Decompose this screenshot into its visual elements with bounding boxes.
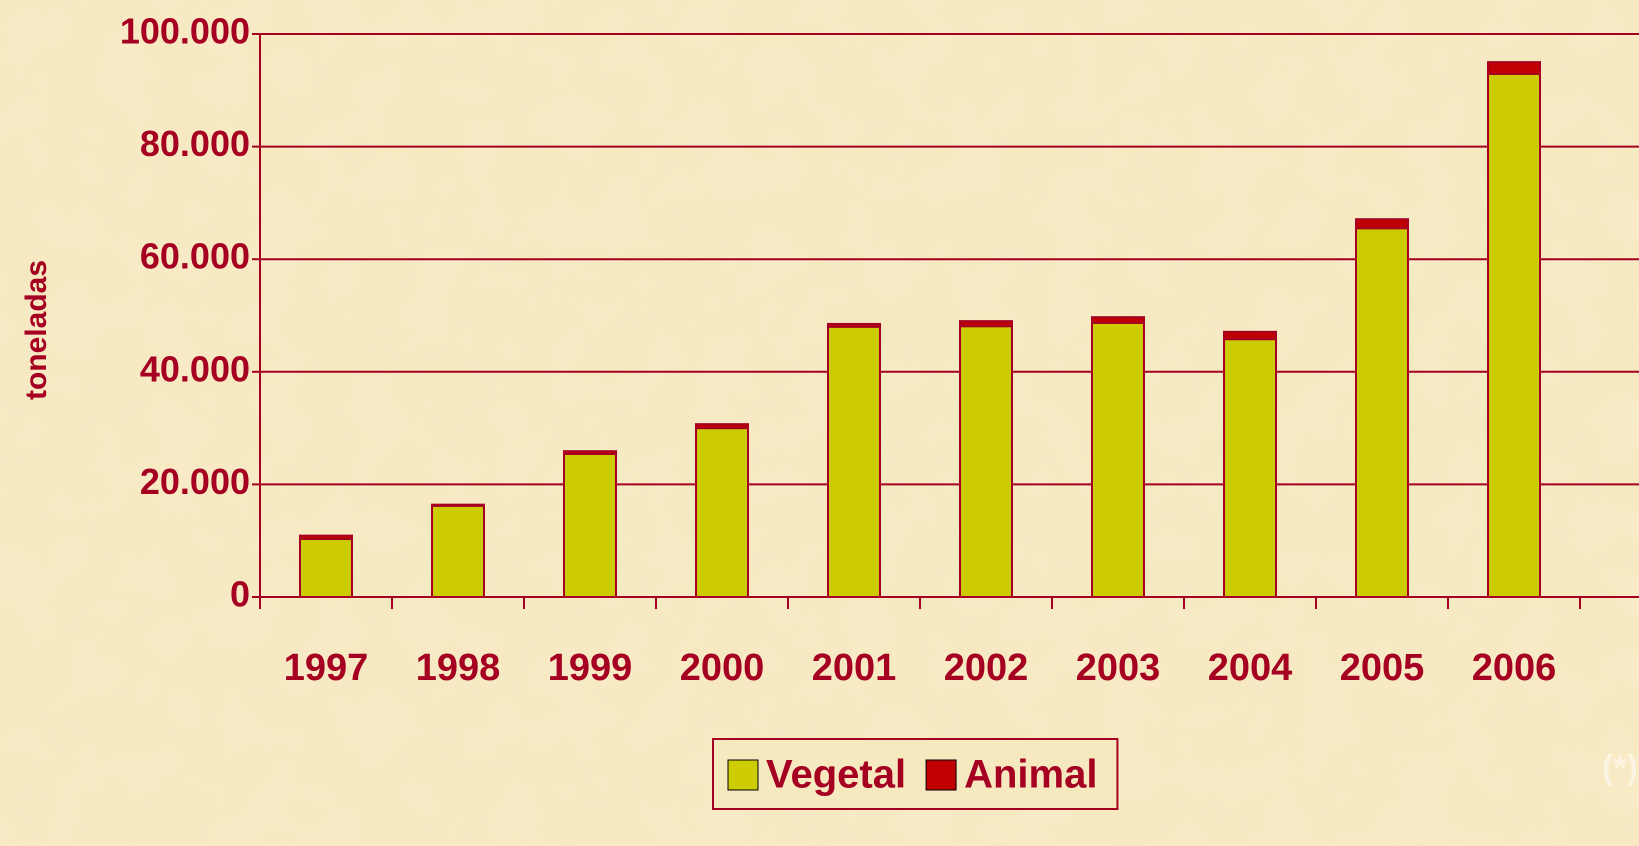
x-tick-label: 2001 [812, 647, 897, 689]
bar-segment [959, 320, 1013, 328]
bar-segment [1223, 338, 1277, 598]
y-tick-label: 80.000 [140, 123, 250, 164]
bar-segment [959, 325, 1013, 598]
bar-segment [827, 322, 881, 328]
bar-segment [563, 452, 617, 598]
bar-segment [1091, 321, 1145, 598]
bar-segment [1223, 330, 1277, 341]
legend-swatch [727, 759, 759, 791]
bar-segment [431, 503, 485, 507]
x-tick-label: 2006 [1472, 647, 1557, 689]
legend-label: Animal [964, 753, 1097, 797]
bar-segment [299, 538, 353, 598]
y-axis-title: toneladas [20, 260, 53, 400]
bar-segment [563, 450, 617, 455]
legend-label: Vegetal [766, 753, 906, 797]
bar-segment [431, 504, 485, 599]
legend-box [712, 738, 1119, 810]
bar-segment [1487, 61, 1541, 75]
x-tick-label: 2005 [1340, 647, 1425, 689]
bar-segment [695, 427, 749, 598]
y-tick-label: 20.000 [140, 461, 250, 502]
bar-segment [1091, 316, 1145, 324]
annotation: (*) [1602, 749, 1638, 787]
x-tick-label: 1997 [284, 647, 369, 689]
legend: Vegetal Animal [712, 738, 1119, 810]
y-tick-label: 40.000 [140, 348, 250, 389]
y-tick-label: 0 [230, 574, 250, 615]
bar-segment [1355, 227, 1409, 599]
x-tick-label: 2002 [944, 647, 1029, 689]
y-tick-label: 60.000 [140, 236, 250, 277]
bar-segment [827, 325, 881, 598]
x-tick-label: 2003 [1076, 647, 1161, 689]
bar-segment [1487, 72, 1541, 598]
x-tick-label: 2004 [1208, 647, 1293, 689]
bar-segment [299, 534, 353, 541]
x-tick-label: 2000 [680, 647, 765, 689]
x-tick-label: 1999 [548, 647, 633, 689]
x-tick-label: 1998 [416, 647, 501, 689]
bar-segment [1355, 218, 1409, 230]
bar-segment [695, 423, 749, 430]
legend-swatch [925, 759, 957, 791]
y-tick-label: 100.000 [120, 11, 250, 52]
